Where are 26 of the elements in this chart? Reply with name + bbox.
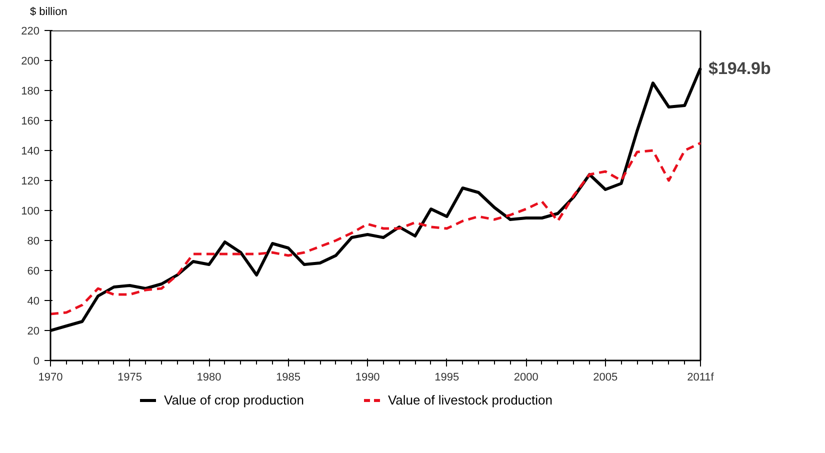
x-tick-label: 2005 — [593, 372, 618, 384]
y-tick-label: 20 — [27, 326, 40, 338]
y-tick-label: 160 — [21, 116, 40, 128]
x-tick-label: 1995 — [434, 372, 460, 384]
y-tick-label: 40 — [27, 296, 40, 308]
x-tick-label: 2011f — [687, 372, 715, 384]
x-tick-label: 1985 — [276, 372, 301, 384]
y-tick-label: 0 — [33, 356, 40, 368]
annotation: $194.9b — [708, 59, 771, 78]
y-tick-label: 120 — [21, 176, 40, 188]
y-tick-label: 80 — [27, 236, 40, 248]
x-tick-label: 1975 — [118, 372, 142, 384]
y-axis-title: $ billion — [30, 5, 68, 20]
x-tick-label: 1980 — [196, 372, 222, 384]
y-tick-label: 200 — [21, 56, 40, 68]
line-series — [50, 142, 702, 316]
y-tick-label: 220 — [21, 26, 40, 38]
x-tick-label: 1990 — [355, 372, 380, 384]
y-tick-label: 100 — [21, 206, 40, 218]
x-tick-label: 2000 — [514, 372, 538, 384]
legend-label: Value of crop production — [164, 392, 304, 408]
y-tick-label: 140 — [21, 146, 40, 158]
y-tick-label: 180 — [21, 86, 40, 98]
legend-label: Value of livestock production — [388, 392, 552, 408]
y-tick-label: 60 — [27, 266, 40, 278]
x-tick-label: 1970 — [38, 372, 63, 384]
